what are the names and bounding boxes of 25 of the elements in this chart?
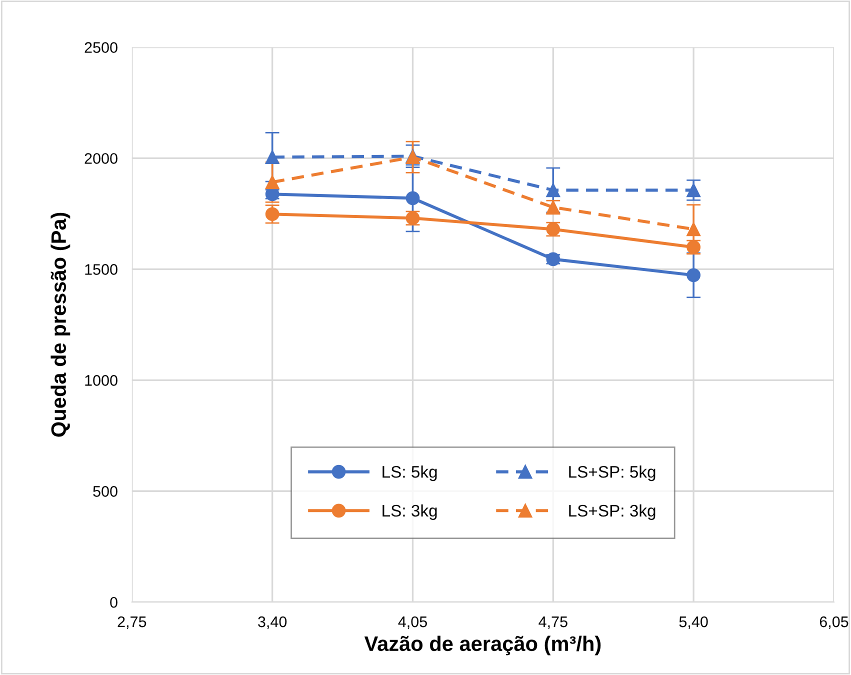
y-tick-label: 1000 [85, 375, 118, 386]
legend-label: LS+SP: 5kg [569, 466, 656, 482]
legend-label: LS: 3kg [382, 504, 437, 520]
y-tick-label: 2500 [84, 42, 118, 53]
y-tick-label: 2000 [84, 153, 118, 164]
x-tick-label: 5,40 [679, 616, 708, 630]
y-axis-title: Queda de pressão (Pa) [50, 212, 70, 437]
point [406, 191, 420, 206]
legend-label: LS+SP: 3kg [569, 504, 656, 520]
point [686, 268, 701, 282]
point [686, 183, 701, 198]
point [686, 222, 701, 236]
x-axis-title: Vazão de aeração (m³/h) [364, 636, 601, 656]
point [546, 183, 560, 198]
x-tick-label: 2,75 [118, 616, 146, 630]
x-tick-label: 4,05 [398, 616, 427, 630]
x-tick-label: 4,75 [538, 616, 568, 630]
y-tick-label: 1500 [85, 264, 118, 275]
y-tick-label: 0 [110, 596, 118, 608]
x-tick-label: 3,40 [258, 616, 287, 630]
legend-label: LS: 5kg [382, 466, 437, 482]
y-tick-label: 500 [93, 486, 118, 497]
point [265, 175, 280, 190]
x-tick-label: 6,05 [820, 616, 848, 630]
point [265, 150, 280, 164]
